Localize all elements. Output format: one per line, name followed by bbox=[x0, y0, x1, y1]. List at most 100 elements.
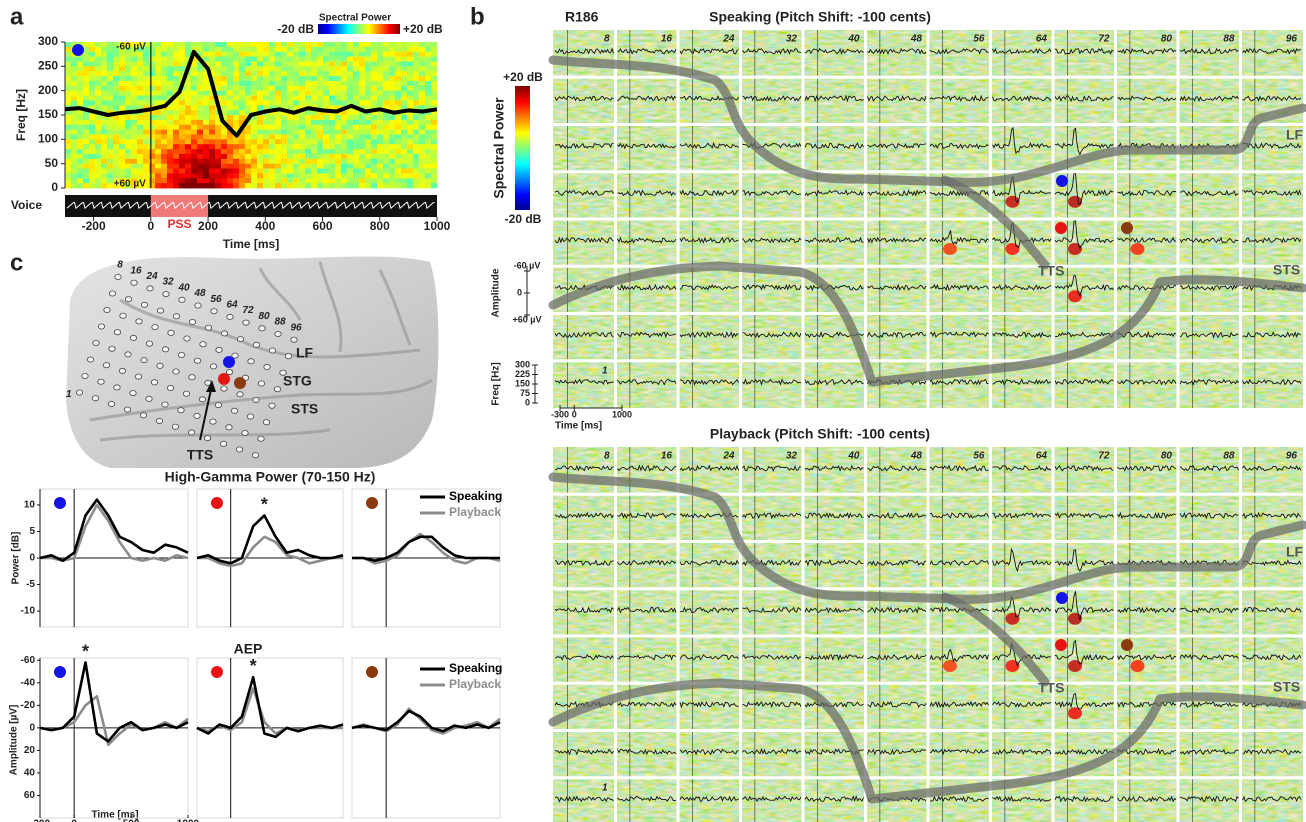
spectrogram-cell bbox=[323, 159, 329, 164]
spectrogram-cell bbox=[413, 91, 419, 96]
spectrogram-cell bbox=[113, 81, 119, 86]
spectrogram-cell bbox=[425, 139, 431, 144]
electrode bbox=[178, 352, 184, 357]
spectrogram-cell bbox=[395, 115, 401, 120]
spectrogram-cell bbox=[71, 139, 77, 144]
spectrogram-cell bbox=[197, 164, 203, 169]
spectrogram-cell bbox=[323, 57, 329, 62]
spectrogram-cell bbox=[293, 173, 299, 178]
spectrogram-cell bbox=[413, 135, 419, 140]
spectrogram-cell bbox=[179, 110, 185, 115]
y-tick-label: 300 bbox=[38, 34, 58, 48]
spectrogram-cell bbox=[365, 52, 371, 57]
spectrogram-cell bbox=[77, 164, 83, 169]
spectrogram-cell bbox=[131, 91, 137, 96]
spectrogram-cell bbox=[245, 130, 251, 135]
spectrogram-cell bbox=[251, 66, 257, 71]
spectrogram-cell bbox=[113, 96, 119, 101]
spectrogram-cell bbox=[413, 47, 419, 52]
time-scale-label: 1000 bbox=[612, 409, 632, 419]
spectrogram-cell bbox=[155, 76, 161, 81]
spectrogram-cell bbox=[185, 91, 191, 96]
electrode bbox=[237, 392, 243, 397]
spectrogram-cell bbox=[341, 47, 347, 52]
spectrogram-cell bbox=[137, 125, 143, 130]
spectrogram-cell bbox=[95, 173, 101, 178]
spectrogram-cell bbox=[191, 100, 197, 105]
spectrogram-cell bbox=[71, 135, 77, 140]
spectrogram-cell bbox=[293, 183, 299, 188]
spectrogram-cell bbox=[221, 57, 227, 62]
spectrogram-cell bbox=[371, 173, 377, 178]
spectrogram-cell bbox=[209, 110, 215, 115]
spectrogram-cell bbox=[269, 62, 275, 67]
spectrogram-cell bbox=[113, 105, 119, 110]
spectrogram-cell bbox=[323, 130, 329, 135]
spectrogram-cell bbox=[197, 169, 203, 174]
spectrogram-cell bbox=[413, 42, 419, 47]
spectrogram-cell bbox=[425, 47, 431, 52]
spectrogram-cell bbox=[317, 71, 323, 76]
spectrogram-cell bbox=[263, 139, 269, 144]
spectrogram-cell bbox=[83, 183, 89, 188]
spectrogram-cell bbox=[173, 52, 179, 57]
spectrogram-cell bbox=[389, 66, 395, 71]
spectrogram-cell bbox=[251, 47, 257, 52]
electrode bbox=[124, 407, 130, 412]
spectrogram-cell bbox=[65, 154, 71, 159]
spectrogram-cell bbox=[71, 57, 77, 62]
spectrogram-cell bbox=[389, 47, 395, 52]
spectrogram-cell bbox=[143, 164, 149, 169]
spectrogram-cell bbox=[173, 125, 179, 130]
spectrogram-cell bbox=[335, 178, 341, 183]
spectrogram-cell bbox=[371, 47, 377, 52]
spectrogram-cell bbox=[113, 120, 119, 125]
spectrogram-cell bbox=[137, 71, 143, 76]
spectrogram-cell bbox=[293, 57, 299, 62]
spectrogram-cell bbox=[245, 52, 251, 57]
spectrogram-cell bbox=[293, 120, 299, 125]
spectrogram-cell bbox=[353, 57, 359, 62]
spectrogram-cell bbox=[89, 125, 95, 130]
spectrogram-cell bbox=[185, 110, 191, 115]
spectrogram-cell bbox=[131, 96, 137, 101]
spectrogram-cell bbox=[239, 100, 245, 105]
spectrogram-cell bbox=[389, 164, 395, 169]
spectrogram-cell bbox=[77, 115, 83, 120]
spectrogram-cell bbox=[263, 115, 269, 120]
spectrogram-cell bbox=[161, 183, 167, 188]
spectrogram-cell bbox=[137, 135, 143, 140]
spectrogram-cell bbox=[359, 169, 365, 174]
spectrogram-cell bbox=[347, 139, 353, 144]
spectrogram-cell bbox=[353, 110, 359, 115]
electrode bbox=[226, 425, 232, 430]
spectrogram-cell bbox=[377, 183, 383, 188]
spectrogram-cell bbox=[107, 169, 113, 174]
spectrogram-cell bbox=[395, 52, 401, 57]
spectrogram-cell bbox=[431, 135, 437, 140]
spectrogram-cell bbox=[359, 96, 365, 101]
spectrogram-cell bbox=[359, 120, 365, 125]
spectrogram-cell bbox=[251, 81, 257, 86]
spectrogram-cell bbox=[245, 144, 251, 149]
spectrogram-cell bbox=[329, 42, 335, 47]
spectrogram-cell bbox=[119, 164, 125, 169]
spectrogram-cell bbox=[269, 159, 275, 164]
spectrogram-cell bbox=[383, 86, 389, 91]
spectrogram-cell bbox=[137, 144, 143, 149]
electrode bbox=[211, 309, 217, 314]
spectrogram-cell bbox=[65, 91, 71, 96]
spectrogram-cell bbox=[317, 144, 323, 149]
spectrogram-cell bbox=[365, 91, 371, 96]
spectrogram-cell bbox=[305, 57, 311, 62]
spectrogram-cell bbox=[191, 42, 197, 47]
spectrogram-cell bbox=[287, 130, 293, 135]
spectrogram-cell bbox=[413, 154, 419, 159]
spectrogram-cell bbox=[209, 125, 215, 130]
spectrogram-cell bbox=[239, 47, 245, 52]
spectrogram-cell bbox=[95, 52, 101, 57]
spectrogram-cell bbox=[431, 183, 437, 188]
spectrogram-cell bbox=[431, 125, 437, 130]
electrode-number: 40 bbox=[847, 34, 860, 45]
spectrogram-cell bbox=[95, 144, 101, 149]
